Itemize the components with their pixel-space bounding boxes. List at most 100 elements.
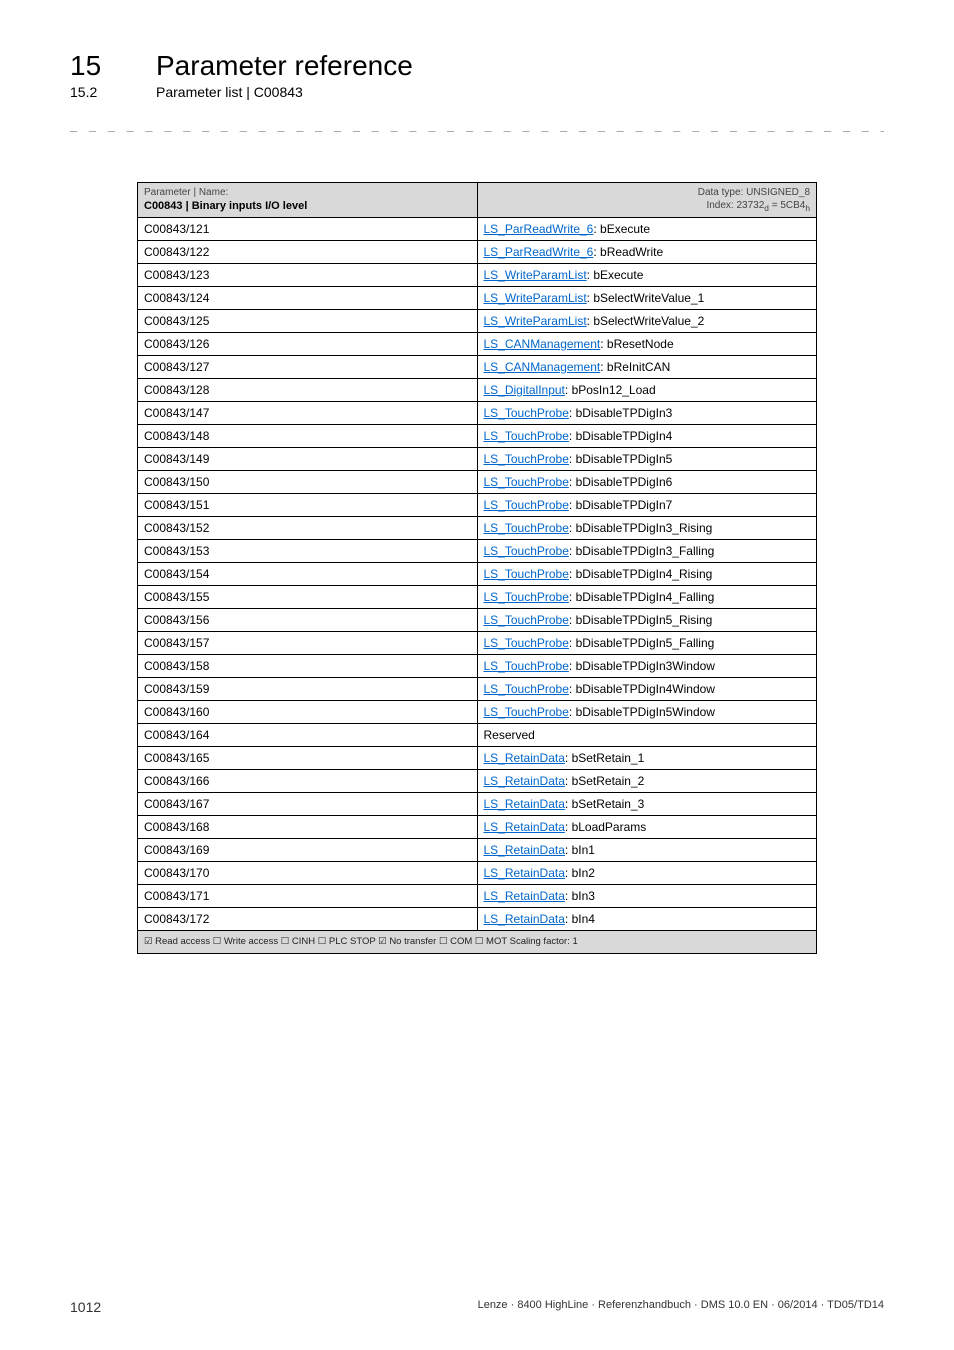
param-value: LS_TouchProbe: bDisableTPDigIn5 — [477, 447, 817, 470]
param-code: C00843/149 — [138, 447, 478, 470]
param-code: C00843/158 — [138, 654, 478, 677]
param-value: LS_DigitalInput: bPosIn12_Load — [477, 378, 817, 401]
param-link[interactable]: LS_TouchProbe — [484, 705, 569, 719]
table-row: C00843/152LS_TouchProbe: bDisableTPDigIn… — [138, 516, 817, 539]
table-row: C00843/123LS_WriteParamList: bExecute — [138, 263, 817, 286]
table-header-row: Parameter | Name: C00843 | Binary inputs… — [138, 183, 817, 218]
param-value: LS_TouchProbe: bDisableTPDigIn7 — [477, 493, 817, 516]
param-suffix: bDisableTPDigIn5_Rising — [576, 613, 713, 627]
param-value: LS_TouchProbe: bDisableTPDigIn5_Rising — [477, 608, 817, 631]
param-code: C00843/128 — [138, 378, 478, 401]
param-separator: : — [600, 360, 607, 374]
param-link[interactable]: LS_TouchProbe — [484, 659, 569, 673]
param-link[interactable]: LS_TouchProbe — [484, 475, 569, 489]
param-code: C00843/168 — [138, 815, 478, 838]
param-link[interactable]: LS_RetainData — [484, 866, 565, 880]
param-link[interactable]: LS_TouchProbe — [484, 521, 569, 535]
section-title: Parameter list | C00843 — [156, 84, 303, 100]
param-link[interactable]: LS_WriteParamList — [484, 291, 587, 305]
table-row: C00843/165LS_RetainData: bSetRetain_1 — [138, 746, 817, 769]
param-code: C00843/157 — [138, 631, 478, 654]
param-link[interactable]: LS_TouchProbe — [484, 567, 569, 581]
footer-text: Lenze · 8400 HighLine · Referenzhandbuch… — [478, 1299, 884, 1315]
param-suffix: bDisableTPDigIn3Window — [576, 659, 715, 673]
param-link[interactable]: LS_RetainData — [484, 843, 565, 857]
param-separator: : — [569, 567, 576, 581]
param-code: C00843/150 — [138, 470, 478, 493]
param-code: C00843/170 — [138, 861, 478, 884]
param-link[interactable]: LS_CANManagement — [484, 360, 601, 374]
param-suffix: Reserved — [484, 728, 535, 742]
param-value: LS_ParReadWrite_6: bExecute — [477, 217, 817, 240]
param-suffix: bDisableTPDigIn4Window — [576, 682, 715, 696]
chapter-title: Parameter reference — [156, 50, 413, 82]
param-separator: : — [569, 429, 576, 443]
param-link[interactable]: LS_ParReadWrite_6 — [484, 245, 594, 259]
param-link[interactable]: LS_RetainData — [484, 797, 565, 811]
param-link[interactable]: LS_RetainData — [484, 912, 565, 926]
param-link[interactable]: LS_CANManagement — [484, 337, 601, 351]
param-separator: : — [565, 866, 572, 880]
table-row: C00843/153LS_TouchProbe: bDisableTPDigIn… — [138, 539, 817, 562]
param-link[interactable]: LS_DigitalInput — [484, 383, 565, 397]
param-link[interactable]: LS_TouchProbe — [484, 544, 569, 558]
param-link[interactable]: LS_TouchProbe — [484, 452, 569, 466]
param-link[interactable]: LS_TouchProbe — [484, 613, 569, 627]
header-index: Index: 23732d = 5CB4h — [706, 200, 810, 211]
divider: _ _ _ _ _ _ _ _ _ _ _ _ _ _ _ _ _ _ _ _ … — [70, 118, 884, 132]
param-link[interactable]: LS_RetainData — [484, 820, 565, 834]
param-suffix: bPosIn12_Load — [572, 383, 656, 397]
param-suffix: bDisableTPDigIn5_Falling — [576, 636, 715, 650]
param-separator: : — [565, 820, 572, 834]
param-code: C00843/127 — [138, 355, 478, 378]
param-value: LS_RetainData: bLoadParams — [477, 815, 817, 838]
table-row: C00843/157LS_TouchProbe: bDisableTPDigIn… — [138, 631, 817, 654]
param-separator: : — [593, 245, 600, 259]
param-value: LS_RetainData: bIn1 — [477, 838, 817, 861]
param-value: LS_CANManagement: bReInitCAN — [477, 355, 817, 378]
param-link[interactable]: LS_RetainData — [484, 889, 565, 903]
param-code: C00843/159 — [138, 677, 478, 700]
param-value: LS_RetainData: bIn2 — [477, 861, 817, 884]
param-value: LS_TouchProbe: bDisableTPDigIn4_Falling — [477, 585, 817, 608]
param-suffix: bDisableTPDigIn5Window — [576, 705, 715, 719]
table-row: C00843/128LS_DigitalInput: bPosIn12_Load — [138, 378, 817, 401]
param-link[interactable]: LS_TouchProbe — [484, 406, 569, 420]
table-row: C00843/148LS_TouchProbe: bDisableTPDigIn… — [138, 424, 817, 447]
param-link[interactable]: LS_TouchProbe — [484, 498, 569, 512]
param-code: C00843/123 — [138, 263, 478, 286]
param-value: LS_CANManagement: bResetNode — [477, 332, 817, 355]
param-link[interactable]: LS_RetainData — [484, 774, 565, 788]
param-link[interactable]: LS_TouchProbe — [484, 590, 569, 604]
param-link[interactable]: LS_TouchProbe — [484, 636, 569, 650]
param-link[interactable]: LS_TouchProbe — [484, 682, 569, 696]
param-suffix: bDisableTPDigIn4_Rising — [576, 567, 713, 581]
param-suffix: bSetRetain_3 — [572, 797, 645, 811]
param-suffix: bExecute — [593, 268, 643, 282]
table-row: C00843/172LS_RetainData: bIn4 — [138, 907, 817, 930]
param-value: LS_TouchProbe: bDisableTPDigIn5_Falling — [477, 631, 817, 654]
table-row: C00843/150LS_TouchProbe: bDisableTPDigIn… — [138, 470, 817, 493]
param-separator: : — [569, 544, 576, 558]
param-code: C00843/148 — [138, 424, 478, 447]
param-link[interactable]: LS_RetainData — [484, 751, 565, 765]
param-value: LS_WriteParamList: bSelectWriteValue_1 — [477, 286, 817, 309]
param-code: C00843/165 — [138, 746, 478, 769]
table-row: C00843/125LS_WriteParamList: bSelectWrit… — [138, 309, 817, 332]
param-suffix: bIn2 — [572, 866, 595, 880]
param-value: LS_WriteParamList: bExecute — [477, 263, 817, 286]
param-link[interactable]: LS_TouchProbe — [484, 429, 569, 443]
table-row: C00843/122LS_ParReadWrite_6: bReadWrite — [138, 240, 817, 263]
param-suffix: bLoadParams — [572, 820, 647, 834]
param-link[interactable]: LS_WriteParamList — [484, 268, 587, 282]
param-code: C00843/160 — [138, 700, 478, 723]
param-code: C00843/121 — [138, 217, 478, 240]
table-row: C00843/171LS_RetainData: bIn3 — [138, 884, 817, 907]
param-link[interactable]: LS_WriteParamList — [484, 314, 587, 328]
param-link[interactable]: LS_ParReadWrite_6 — [484, 222, 594, 236]
param-suffix: bSetRetain_1 — [572, 751, 645, 765]
table-row: C00843/158LS_TouchProbe: bDisableTPDigIn… — [138, 654, 817, 677]
param-suffix: bDisableTPDigIn3_Falling — [576, 544, 715, 558]
param-suffix: bDisableTPDigIn3 — [576, 406, 673, 420]
header-param-name: C00843 | Binary inputs I/O level — [144, 200, 307, 212]
